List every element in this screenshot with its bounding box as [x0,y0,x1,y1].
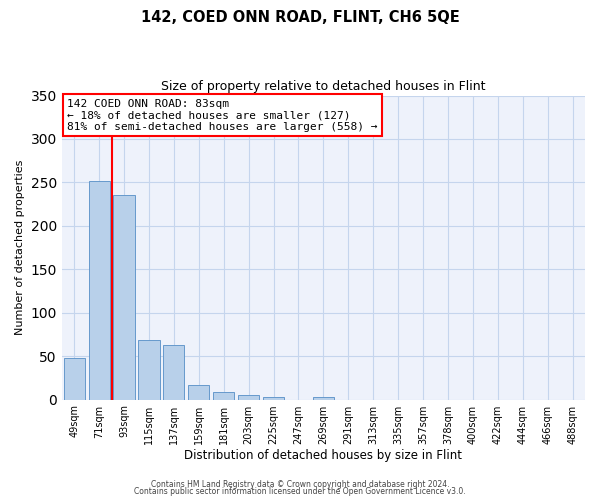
Bar [89,180,110,400]
Bar [64,358,85,400]
Bar [313,397,334,400]
Text: Contains public sector information licensed under the Open Government Licence v3: Contains public sector information licen… [134,488,466,496]
Bar [263,397,284,400]
Text: 142 COED ONN ROAD: 83sqm
← 18% of detached houses are smaller (127)
81% of semi-: 142 COED ONN ROAD: 83sqm ← 18% of detach… [67,98,377,132]
X-axis label: Distribution of detached houses by size in Flint: Distribution of detached houses by size … [184,450,463,462]
Text: Contains HM Land Registry data © Crown copyright and database right 2024.: Contains HM Land Registry data © Crown c… [151,480,449,489]
Text: 142, COED ONN ROAD, FLINT, CH6 5QE: 142, COED ONN ROAD, FLINT, CH6 5QE [140,10,460,25]
Bar [238,395,259,400]
Title: Size of property relative to detached houses in Flint: Size of property relative to detached ho… [161,80,485,93]
Bar [213,392,235,400]
Bar [139,340,160,400]
Bar [113,194,134,400]
Bar [163,345,184,400]
Bar [188,385,209,400]
Y-axis label: Number of detached properties: Number of detached properties [15,160,25,336]
